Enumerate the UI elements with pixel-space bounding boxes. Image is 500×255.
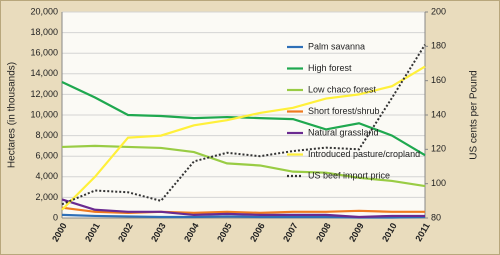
y-tick-label: 20,000 xyxy=(30,6,58,16)
series-line xyxy=(61,44,426,206)
y-tick-label: 14,000 xyxy=(30,68,58,78)
series-line xyxy=(61,198,425,219)
y-tick-label: 16,000 xyxy=(30,48,58,58)
y-tick-label: 2,000 xyxy=(35,192,58,202)
legend-label: Short forest/shrub xyxy=(308,106,380,116)
y2-axis-title: US cents per Pound xyxy=(469,70,480,160)
y-tick-label: 6,000 xyxy=(35,151,58,161)
y-tick-label: 0 xyxy=(53,212,58,222)
y-tick-label: 10,000 xyxy=(30,109,58,119)
y2-tick-label: 140 xyxy=(431,109,446,119)
y-tick-label: 12,000 xyxy=(30,89,58,99)
series-line xyxy=(61,144,426,188)
y-axis-title: Hectares (in thousands) xyxy=(7,62,18,168)
y2-tick-label: 200 xyxy=(431,6,446,16)
legend-label: Palm savanna xyxy=(308,41,365,51)
legend-label: US beef import price xyxy=(308,170,390,180)
y2-tick-label: 100 xyxy=(431,178,446,188)
y2-tick-label: 80 xyxy=(431,212,441,222)
y-tick-label: 4,000 xyxy=(35,171,58,181)
y2-tick-label: 160 xyxy=(431,75,446,85)
legend-label: High forest xyxy=(308,63,352,73)
y-tick-label: 8,000 xyxy=(35,130,58,140)
y2-tick-label: 180 xyxy=(431,41,446,51)
y-tick-label: 18,000 xyxy=(30,27,58,37)
series-line xyxy=(61,65,426,211)
series-line xyxy=(61,206,425,214)
y2-tick-label: 120 xyxy=(431,144,446,154)
legend-label: Introduced pasture/cropland xyxy=(308,149,420,159)
legend-label: Natural grassland xyxy=(308,127,379,137)
legend-label: Low chaco forest xyxy=(308,84,377,94)
